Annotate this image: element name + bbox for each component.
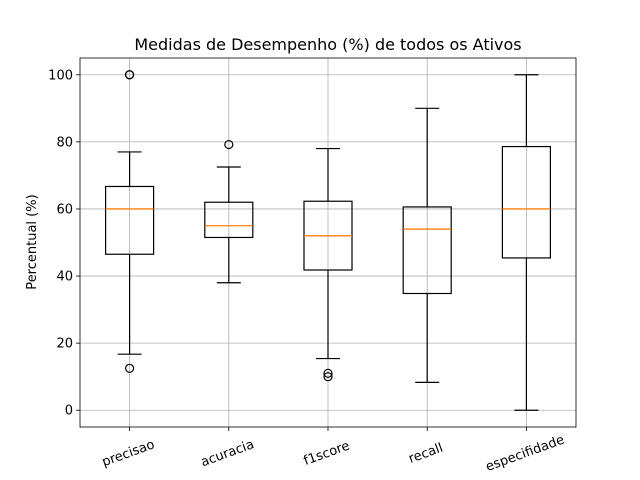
y-tick-label: 0 bbox=[65, 404, 73, 419]
x-tick-label: precisao bbox=[100, 437, 157, 470]
box-recall bbox=[402, 107, 452, 383]
y-tick-label: 20 bbox=[56, 337, 73, 352]
x-tick-label: f1score bbox=[302, 438, 352, 468]
outlier-point bbox=[323, 372, 333, 382]
x-tick-label: especifidade bbox=[484, 433, 567, 475]
outlier-point bbox=[125, 70, 135, 80]
x-tick-label: recall bbox=[407, 441, 445, 467]
outlier-point bbox=[125, 363, 135, 373]
iqr-box bbox=[402, 206, 452, 295]
iqr-box bbox=[204, 201, 254, 239]
y-tick-label: 60 bbox=[56, 202, 73, 217]
grid bbox=[80, 58, 576, 427]
y-tick-label: 40 bbox=[56, 270, 73, 285]
box-precisao bbox=[104, 70, 155, 373]
box-especifidade bbox=[501, 74, 551, 411]
x-tick-label: acuracia bbox=[199, 437, 256, 470]
y-tick-label: 100 bbox=[48, 68, 73, 83]
box-acuracia bbox=[204, 139, 254, 284]
y-tick-label: 80 bbox=[56, 135, 73, 150]
y-axis: 0 20 40 60 80 100 bbox=[48, 68, 80, 419]
y-axis-label: Percentual (%) bbox=[25, 194, 40, 289]
outlier-point bbox=[224, 139, 234, 150]
x-axis: precisao acuracia f1score recall especifidad… bbox=[100, 427, 567, 475]
plot-frame bbox=[79, 57, 577, 428]
iqr-box bbox=[501, 145, 551, 259]
box-series bbox=[104, 70, 551, 411]
box-f1score bbox=[303, 147, 353, 382]
outlier-point bbox=[323, 368, 333, 378]
chart-title: Medidas de Desempenho (%) de todos os At… bbox=[134, 35, 521, 54]
iqr-box bbox=[104, 185, 155, 255]
